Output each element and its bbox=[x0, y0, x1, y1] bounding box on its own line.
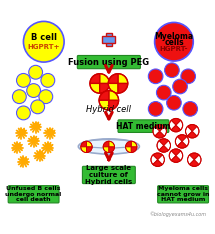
Wedge shape bbox=[190, 153, 199, 160]
Circle shape bbox=[27, 84, 40, 98]
Wedge shape bbox=[187, 131, 197, 138]
Wedge shape bbox=[131, 147, 137, 153]
Circle shape bbox=[181, 69, 195, 84]
FancyBboxPatch shape bbox=[118, 120, 169, 132]
Circle shape bbox=[31, 100, 45, 114]
Wedge shape bbox=[159, 139, 169, 146]
Text: Myeloma: Myeloma bbox=[154, 32, 194, 41]
Wedge shape bbox=[81, 147, 86, 153]
Wedge shape bbox=[153, 153, 162, 160]
Wedge shape bbox=[90, 74, 100, 84]
Wedge shape bbox=[159, 146, 169, 152]
Wedge shape bbox=[99, 91, 109, 100]
Circle shape bbox=[17, 73, 30, 87]
Wedge shape bbox=[109, 100, 119, 110]
Wedge shape bbox=[109, 147, 115, 153]
Circle shape bbox=[12, 90, 26, 104]
Wedge shape bbox=[171, 118, 181, 125]
Wedge shape bbox=[100, 84, 109, 93]
Circle shape bbox=[167, 95, 181, 110]
Wedge shape bbox=[86, 141, 92, 147]
Wedge shape bbox=[118, 84, 128, 93]
Circle shape bbox=[17, 106, 30, 120]
Wedge shape bbox=[81, 141, 86, 147]
Wedge shape bbox=[108, 74, 118, 84]
Circle shape bbox=[165, 63, 179, 77]
Wedge shape bbox=[160, 127, 166, 136]
Wedge shape bbox=[118, 74, 128, 84]
Wedge shape bbox=[182, 137, 189, 146]
Wedge shape bbox=[164, 141, 170, 150]
Wedge shape bbox=[187, 155, 194, 165]
Circle shape bbox=[173, 79, 187, 94]
Text: HGPRT-: HGPRT- bbox=[160, 47, 188, 52]
Wedge shape bbox=[103, 141, 109, 147]
Wedge shape bbox=[151, 155, 158, 165]
Wedge shape bbox=[175, 137, 182, 146]
FancyBboxPatch shape bbox=[8, 186, 59, 203]
Circle shape bbox=[39, 90, 53, 104]
Circle shape bbox=[29, 65, 43, 79]
Wedge shape bbox=[169, 120, 176, 130]
Text: Large scale
culture of
Hybrid cells: Large scale culture of Hybrid cells bbox=[85, 165, 132, 185]
Circle shape bbox=[183, 102, 198, 116]
Text: ©biologyexams4u.com: ©biologyexams4u.com bbox=[149, 211, 206, 217]
Wedge shape bbox=[100, 74, 109, 84]
Wedge shape bbox=[176, 120, 183, 130]
Wedge shape bbox=[186, 127, 192, 136]
Circle shape bbox=[148, 69, 163, 84]
Wedge shape bbox=[157, 141, 164, 150]
Text: Unfused B cells
undergo normal
cell death: Unfused B cells undergo normal cell deat… bbox=[5, 186, 62, 202]
Wedge shape bbox=[177, 141, 187, 148]
Wedge shape bbox=[126, 147, 131, 153]
Wedge shape bbox=[176, 151, 183, 160]
Wedge shape bbox=[153, 127, 160, 136]
Wedge shape bbox=[187, 124, 197, 131]
Wedge shape bbox=[86, 147, 92, 153]
FancyBboxPatch shape bbox=[77, 55, 140, 69]
Circle shape bbox=[155, 22, 193, 61]
Wedge shape bbox=[126, 141, 131, 147]
Wedge shape bbox=[131, 141, 137, 147]
Ellipse shape bbox=[78, 139, 139, 154]
FancyBboxPatch shape bbox=[158, 186, 209, 203]
Wedge shape bbox=[153, 160, 162, 166]
Wedge shape bbox=[169, 151, 176, 160]
Wedge shape bbox=[190, 160, 199, 166]
Wedge shape bbox=[194, 155, 201, 165]
Text: Fusion using PEG: Fusion using PEG bbox=[68, 58, 149, 67]
Wedge shape bbox=[90, 84, 100, 93]
Circle shape bbox=[41, 73, 55, 87]
Text: cells: cells bbox=[164, 38, 184, 47]
Wedge shape bbox=[171, 156, 181, 162]
Wedge shape bbox=[171, 149, 181, 156]
Wedge shape bbox=[109, 91, 119, 100]
Wedge shape bbox=[155, 124, 164, 131]
Circle shape bbox=[148, 102, 163, 116]
Wedge shape bbox=[192, 127, 199, 136]
Text: Myeloma cells
cannot grow in
HAT medium: Myeloma cells cannot grow in HAT medium bbox=[157, 186, 209, 202]
FancyBboxPatch shape bbox=[82, 166, 135, 184]
Text: Hybrid cell: Hybrid cell bbox=[86, 105, 131, 114]
Wedge shape bbox=[155, 131, 164, 138]
FancyBboxPatch shape bbox=[102, 37, 115, 43]
Wedge shape bbox=[99, 100, 109, 110]
Wedge shape bbox=[171, 125, 181, 132]
Wedge shape bbox=[108, 84, 118, 93]
Wedge shape bbox=[177, 135, 187, 141]
Circle shape bbox=[157, 85, 171, 100]
FancyBboxPatch shape bbox=[106, 33, 112, 46]
Text: B cell: B cell bbox=[31, 33, 57, 42]
Circle shape bbox=[23, 21, 64, 62]
Text: HGPRT+: HGPRT+ bbox=[28, 44, 60, 50]
Wedge shape bbox=[109, 141, 115, 147]
Wedge shape bbox=[103, 147, 109, 153]
Text: HAT medium: HAT medium bbox=[116, 122, 171, 131]
Wedge shape bbox=[158, 155, 164, 165]
